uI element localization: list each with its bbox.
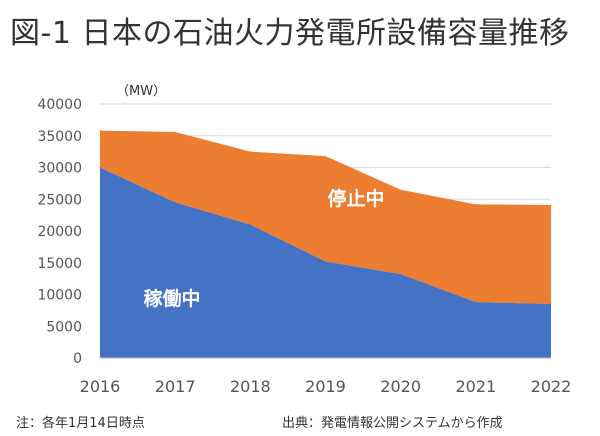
y-axis-unit-label: （MW）: [116, 84, 167, 99]
y-tick-label-10000: 10000: [37, 288, 82, 304]
y-tick-label-5000: 5000: [46, 319, 82, 335]
point-stopped-2018: [249, 151, 251, 153]
point-stopped-2019: [325, 155, 326, 157]
x-tick-label-2016: 2016: [80, 377, 121, 396]
point-operating-2017: [174, 201, 176, 203]
point-stopped-2021: [475, 203, 477, 205]
x-tick-label-2019: 2019: [305, 377, 346, 396]
annotation-stopped: 停止中: [327, 187, 384, 210]
point-operating-2016: [99, 167, 101, 168]
chart-title: 図-1 日本の石油火力発電所設備容量推移: [10, 16, 570, 51]
y-tick-label-20000: 20000: [37, 224, 82, 240]
area-series-operating: [100, 167, 551, 358]
annotation-operating: 稼働中: [143, 287, 200, 310]
y-tick-label-35000: 35000: [37, 129, 82, 145]
point-stopped-2020: [400, 189, 402, 191]
point-operating-2018: [249, 224, 251, 226]
point-operating-2020: [400, 273, 402, 275]
y-tick-label-30000: 30000: [37, 161, 82, 177]
footnote-date: 注：各年1月14日時点: [16, 416, 145, 431]
y-tick-label-0: 0: [73, 351, 82, 367]
y-tick-label-25000: 25000: [37, 192, 82, 208]
y-tick-label-40000: 40000: [37, 97, 82, 113]
point-stopped-2022: [550, 204, 552, 206]
point-stopped-2016: [99, 130, 101, 132]
x-tick-label-2021: 2021: [455, 377, 496, 396]
x-tick-label-2017: 2017: [155, 377, 196, 396]
y-tick-label-15000: 15000: [37, 256, 82, 272]
point-operating-2022: [550, 303, 552, 305]
x-tick-label-2020: 2020: [380, 377, 421, 396]
point-operating-2019: [325, 260, 326, 262]
x-tick-label-2022: 2022: [531, 377, 572, 396]
footnote-source: 出典：発電情報公開システムから作成: [282, 416, 503, 431]
area-series-stopped: [100, 130, 551, 305]
x-tick-label-2018: 2018: [230, 377, 271, 396]
point-stopped-2017: [174, 131, 176, 133]
point-operating-2021: [475, 301, 477, 303]
